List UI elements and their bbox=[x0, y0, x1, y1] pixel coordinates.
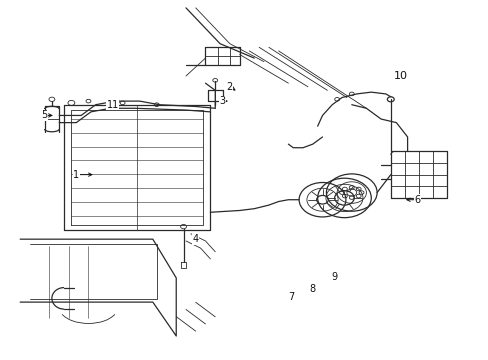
Text: 4: 4 bbox=[192, 234, 199, 244]
Text: 8: 8 bbox=[309, 284, 315, 294]
Text: 9: 9 bbox=[331, 272, 337, 282]
Text: 7: 7 bbox=[287, 292, 293, 302]
Text: 3: 3 bbox=[219, 96, 225, 106]
Text: 11: 11 bbox=[106, 100, 119, 110]
Text: 2: 2 bbox=[226, 82, 232, 92]
Text: 1: 1 bbox=[73, 170, 79, 180]
Text: 10: 10 bbox=[393, 71, 407, 81]
Text: 6: 6 bbox=[414, 195, 420, 205]
Text: 5: 5 bbox=[41, 111, 48, 121]
